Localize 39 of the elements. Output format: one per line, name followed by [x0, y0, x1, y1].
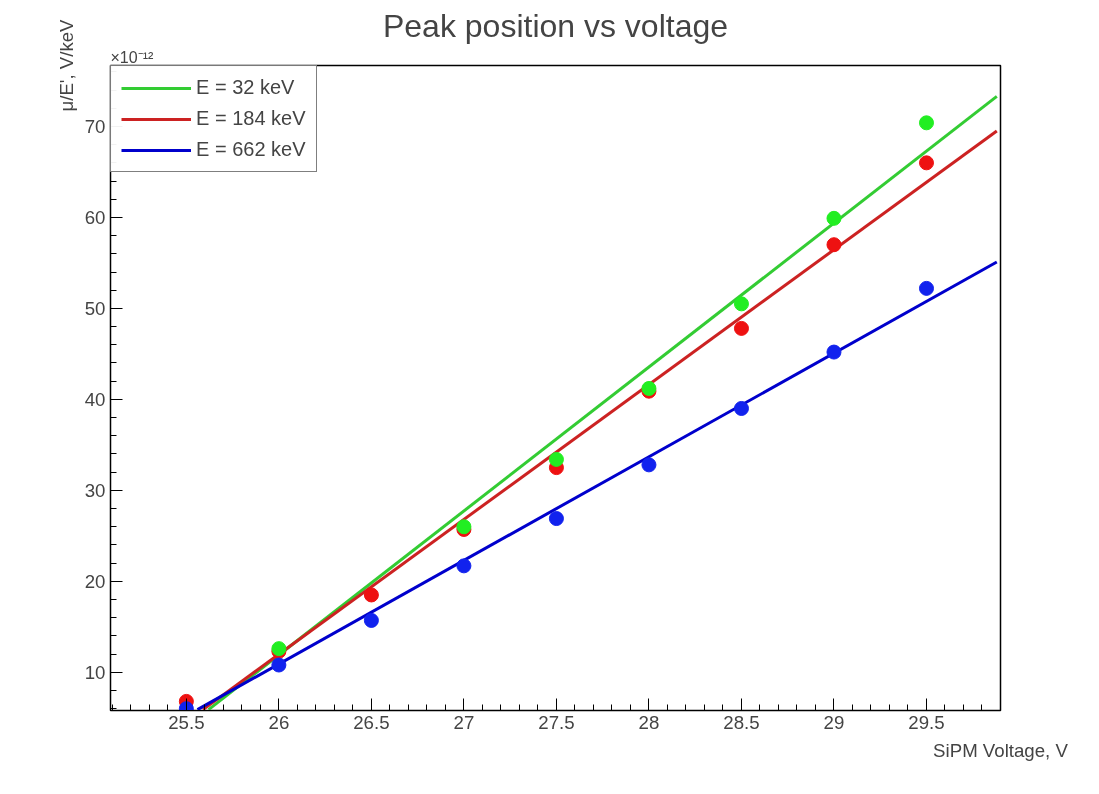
point [826, 237, 842, 253]
x-tick-label: 27 [453, 711, 475, 733]
point [363, 587, 379, 603]
legend-label: E = 32 keV [196, 76, 295, 99]
chart-title: Peak position vs voltage [382, 7, 729, 44]
x-tick-label: 29 [823, 711, 845, 733]
text: ×10⁻¹² [110, 48, 154, 66]
y-tick-label: 50 [84, 297, 106, 319]
point [733, 320, 749, 336]
x-tick-label: 26.5 [353, 711, 390, 733]
x-tick-label: 28 [638, 711, 660, 733]
point [918, 280, 934, 296]
point [363, 612, 379, 628]
point [456, 558, 472, 574]
point [733, 400, 749, 416]
x-axis-title: SiPM Voltage, V [933, 739, 1069, 761]
y-tick-label: 30 [84, 479, 106, 501]
y-tick-label: 60 [84, 206, 106, 228]
point [641, 457, 657, 473]
point [733, 296, 749, 312]
legend-label: E = 184 keV [196, 107, 306, 130]
y-axis-title: μ/E', V/keV [55, 18, 77, 112]
x-tick-label: 26 [268, 711, 290, 733]
y-tick-label: 20 [84, 570, 106, 592]
point [548, 451, 564, 467]
y-tick-label: 10 [84, 661, 106, 683]
y-tick-label: 40 [84, 388, 106, 410]
x-tick-label: 25.5 [168, 711, 205, 733]
point [918, 155, 934, 171]
y-tick-label: 70 [84, 115, 106, 137]
point [918, 115, 934, 131]
legend-label: E = 662 keV [196, 138, 306, 161]
x-tick-label: 28.5 [723, 711, 760, 733]
point [548, 511, 564, 527]
point [826, 344, 842, 360]
point [271, 657, 287, 673]
x-tick-label: 29.5 [908, 711, 945, 733]
point [826, 210, 842, 226]
x-tick-label: 27.5 [538, 711, 575, 733]
